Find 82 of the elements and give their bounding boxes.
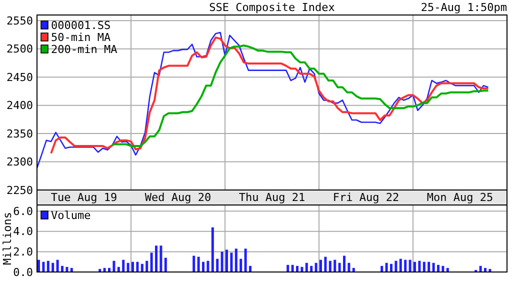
y-tick-label: 2500 xyxy=(6,42,33,56)
bar xyxy=(324,256,327,272)
bar xyxy=(390,264,392,272)
bar xyxy=(230,252,233,272)
chart-title: SSE Composite Index xyxy=(209,1,336,14)
y-tick-label: 0.0 xyxy=(13,266,33,279)
bar xyxy=(155,246,158,272)
x-tick-label: Mon Aug 25 xyxy=(426,191,494,204)
bar xyxy=(479,266,482,272)
bar xyxy=(140,264,144,272)
y-tick-label: 2250 xyxy=(6,184,33,197)
x-tick-label: Thu Aug 21 xyxy=(238,191,306,204)
bar xyxy=(38,260,40,272)
x-tick-label: Fri Aug 22 xyxy=(332,191,400,204)
bar xyxy=(305,262,308,272)
bar xyxy=(126,262,130,272)
y-tick-label: 4.0 xyxy=(13,225,33,238)
bar xyxy=(146,260,148,272)
legend-label: 50-min MA xyxy=(51,31,111,44)
bar xyxy=(320,260,322,272)
bar xyxy=(348,262,350,272)
legend-label: 200-min MA xyxy=(51,43,118,56)
bar xyxy=(414,262,416,272)
y-tick-label: 2350 xyxy=(6,127,33,140)
bar xyxy=(220,252,224,272)
y-tick-label: 6.0 xyxy=(13,204,33,218)
bar xyxy=(56,260,59,272)
line-series xyxy=(36,32,489,169)
bar xyxy=(52,262,54,272)
bar xyxy=(380,266,384,272)
bar xyxy=(240,258,242,272)
bar xyxy=(46,260,50,272)
legend-label: 000001.SS xyxy=(51,19,111,32)
bar xyxy=(42,262,45,272)
bar xyxy=(442,266,444,272)
bar xyxy=(211,227,214,272)
bar xyxy=(286,264,290,272)
bar xyxy=(164,258,167,272)
bar xyxy=(418,260,421,272)
bar xyxy=(202,262,204,272)
legend-label: Volume xyxy=(51,209,91,222)
bar xyxy=(160,246,162,272)
bar xyxy=(314,262,318,272)
y-tick-label: 2450 xyxy=(6,70,33,84)
x-tick-label: Wed Aug 20 xyxy=(144,191,212,204)
bar xyxy=(437,264,440,272)
bar xyxy=(328,260,332,272)
bar xyxy=(334,260,336,272)
bar xyxy=(244,248,247,272)
bar xyxy=(399,258,402,272)
bar xyxy=(385,262,388,272)
bar xyxy=(394,260,398,272)
bar xyxy=(150,252,153,272)
bar xyxy=(422,262,426,272)
y-tick-label: 2400 xyxy=(6,99,33,112)
bar xyxy=(291,264,294,272)
bar xyxy=(408,260,412,272)
bar xyxy=(428,262,430,272)
bar xyxy=(206,260,210,272)
y-tick-label: 2550 xyxy=(6,14,33,28)
bar xyxy=(234,248,238,272)
y-tick-label: 2300 xyxy=(6,156,33,169)
bar xyxy=(296,266,298,272)
bar xyxy=(310,266,313,272)
bar xyxy=(192,256,196,272)
bar xyxy=(404,260,407,272)
y-tick-label: 2.0 xyxy=(13,246,33,259)
bar xyxy=(132,262,134,272)
bar xyxy=(197,256,200,272)
bar xyxy=(432,262,435,272)
bar xyxy=(338,262,341,272)
bar xyxy=(112,260,116,272)
x-tick-label: Tue Aug 19 xyxy=(50,191,118,204)
bar xyxy=(216,258,219,272)
bar xyxy=(136,262,139,272)
y-axis-title: Millions xyxy=(1,212,14,265)
bar xyxy=(122,260,125,272)
bar xyxy=(226,250,228,272)
text: 25-Aug 1:50pm xyxy=(420,1,508,14)
bar xyxy=(343,256,346,272)
bar xyxy=(249,266,252,272)
bar xyxy=(61,266,64,272)
